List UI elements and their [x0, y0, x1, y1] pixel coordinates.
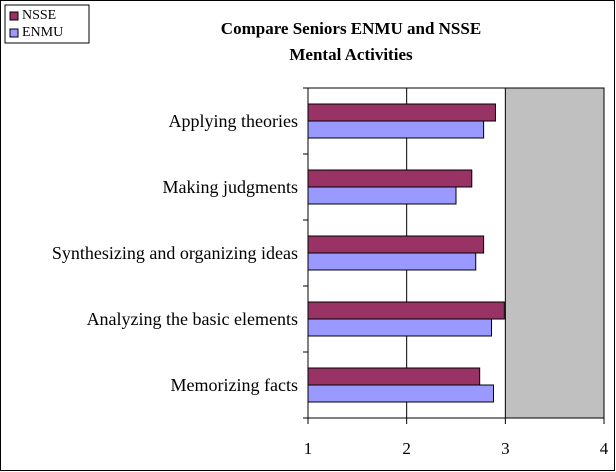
bar — [307, 301, 505, 320]
y-tick-label-box: Memorizing facts — [0, 352, 298, 418]
bar — [307, 169, 473, 188]
plot-border — [307, 87, 605, 419]
y-tick-label: Analyzing the basic elements — [86, 309, 298, 329]
x-tick-label: 2 — [402, 439, 411, 458]
bar — [307, 252, 477, 271]
chart-title: Compare Seniors ENMU and NSSE — [221, 19, 481, 38]
x-tick-label: 4 — [600, 439, 609, 458]
bar — [307, 235, 485, 254]
y-tick-label-box: Synthesizing and organizing ideas — [0, 220, 298, 286]
x-tick-label: 3 — [501, 439, 510, 458]
chart-title: Mental Activities — [289, 45, 413, 64]
plot-shade — [505, 88, 604, 418]
bar — [307, 186, 457, 205]
bar — [307, 367, 481, 386]
y-tick-label: Synthesizing and organizing ideas — [51, 243, 298, 263]
y-tick-label: Making judgments — [162, 177, 299, 197]
legend-swatch — [9, 11, 19, 21]
bar — [307, 384, 494, 403]
legend-label: ENMU — [22, 25, 63, 40]
y-tick-label: Applying theories — [168, 111, 298, 131]
legend-label: NSSE — [22, 8, 56, 23]
y-tick-label: Memorizing facts — [170, 375, 298, 395]
y-tick-label-box: Applying theories — [0, 88, 298, 154]
legend-box — [4, 4, 90, 44]
legend-swatch — [9, 28, 19, 38]
y-tick-label-box: Making judgments — [0, 154, 299, 220]
x-tick-label: 1 — [304, 439, 313, 458]
bar — [307, 103, 496, 122]
bar — [307, 318, 493, 337]
bar — [307, 120, 485, 139]
y-tick-label-box: Analyzing the basic elements — [0, 286, 298, 352]
